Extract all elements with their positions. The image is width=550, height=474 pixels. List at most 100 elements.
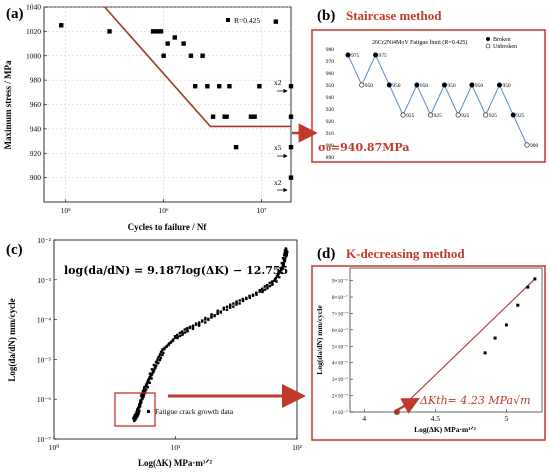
panel-c-data-point xyxy=(266,287,269,290)
panel-b-broken-point xyxy=(496,82,502,88)
panel-c-data-point xyxy=(138,404,141,408)
panel-c-data-point xyxy=(216,312,219,316)
legend-unbroken: Unbroken xyxy=(493,44,517,50)
panel-b-y-tick-label: 980 xyxy=(326,47,335,53)
panel-c-data-point xyxy=(284,255,288,258)
panel-c-data-point xyxy=(285,250,289,253)
panel-c-data-point xyxy=(278,276,281,279)
panel-c-data-point xyxy=(278,271,281,274)
panel-c-data-point xyxy=(150,373,153,377)
panel-c-data-point xyxy=(136,408,139,411)
panel-a-x-tick-label: 10⁶ xyxy=(159,206,170,215)
panel-c-data-point xyxy=(158,358,162,362)
panel-c-data-point xyxy=(154,361,158,364)
panel-c-data-point xyxy=(183,328,186,331)
panel-c-data-point xyxy=(139,400,142,404)
panel-a-data-point xyxy=(288,114,294,119)
panel-c-data-point xyxy=(148,381,151,385)
panel-c-data-point xyxy=(137,411,140,415)
panel-b-unbroken-point xyxy=(400,112,406,118)
panel-a-data-point xyxy=(288,175,294,180)
panel-d-frame xyxy=(311,265,546,441)
panel-c-data-point xyxy=(228,306,232,309)
panel-a-y-tick-label: 940 xyxy=(30,124,42,133)
panel-b-staircase-line xyxy=(347,53,528,146)
panel-a-legend-marker xyxy=(226,18,230,22)
panel-b-unbroken-point xyxy=(483,112,489,118)
panel-c-x-tick-label: 10⁰ xyxy=(49,443,60,452)
panel-c-data-point xyxy=(143,385,146,389)
panel-c-data-point xyxy=(241,299,245,303)
panel-d-threshold: ΔKth= 4.23 MPa√m xyxy=(419,394,531,407)
panel-c-data-point xyxy=(225,305,229,308)
panel-c-data-point xyxy=(132,415,136,418)
panel-b: (b) Staircase method 26Cr2Ni4MoV Fatigue… xyxy=(311,8,546,163)
panel-c-data-point xyxy=(283,249,287,252)
panel-c-data-point xyxy=(194,323,198,326)
panel-b-point-label: 950 xyxy=(392,83,401,89)
panel-d-y-tick-label: 2×10⁻⁷ xyxy=(332,394,348,400)
panel-c-data-point xyxy=(197,324,201,327)
panel-d-y-tick-label: 3×10⁻⁷ xyxy=(332,377,348,383)
panel-a-data-point xyxy=(217,84,222,89)
panel-d-data-point xyxy=(516,303,520,307)
panel-c-data-point xyxy=(285,252,288,256)
panel-a-data-point xyxy=(210,114,216,119)
panel-a-y-tick-label: 900 xyxy=(30,173,42,182)
panel-c-data-point xyxy=(280,261,284,265)
panel-c-data-point xyxy=(191,325,195,328)
panel-c-data-point xyxy=(251,294,255,297)
panel-b-y-tick-label: 960 xyxy=(326,71,335,77)
panel-c-data-point xyxy=(142,392,146,396)
runout-annotation-1: x2 xyxy=(274,78,282,87)
panel-a-data-point xyxy=(233,144,239,150)
panel-d-fit-line xyxy=(396,278,536,413)
panel-c-data-point xyxy=(148,376,151,380)
panel-c-data-point xyxy=(151,371,154,374)
panel-c-data-point xyxy=(140,393,143,396)
panel-d-points xyxy=(393,277,537,415)
panel-c-data-point xyxy=(141,391,144,394)
panel-c-data-point xyxy=(135,410,138,414)
panel-c-data-point xyxy=(144,383,148,386)
panel-a-fit-line xyxy=(104,6,291,128)
panel-b-sigma: σ₀=940.87MPa xyxy=(318,141,410,154)
panel-c-data-point xyxy=(185,327,189,330)
panel-c-data-point xyxy=(143,390,147,393)
panel-c-data-point xyxy=(235,301,238,304)
panel-b-point-label: 900 xyxy=(530,143,539,149)
panel-c-data-point xyxy=(176,333,179,337)
panel-d-y-tick-label: 1×10⁻⁷ xyxy=(332,410,348,416)
panel-a-y-tick-label: 920 xyxy=(30,149,42,158)
panel-a-grid xyxy=(44,6,291,202)
panel-b-y-tick-label: 910 xyxy=(326,131,335,137)
panel-c-y-tick-label: 10⁻⁶ xyxy=(37,395,51,404)
panel-b-broken-point xyxy=(345,52,351,58)
panel-c-data-point xyxy=(150,377,153,380)
panel-c-data-point xyxy=(159,351,163,354)
panel-c-data-point xyxy=(204,318,207,321)
panel-b-y-tick-label: 930 xyxy=(326,107,335,113)
panel-c-data-point xyxy=(213,314,216,318)
panel-c-data-point xyxy=(210,316,213,319)
panel-c-data-point xyxy=(204,316,207,320)
panel-c-data-point xyxy=(132,417,135,420)
panel-c-y-tick-label: 10⁻² xyxy=(37,236,51,245)
panel-a-data-point xyxy=(150,29,156,34)
panel-c-y-tick-label: 10⁻⁷ xyxy=(37,435,51,444)
panel-d-y-ticks: 1×10⁻⁷ 2×10⁻⁷ 3×10⁻⁷ 4×10⁻⁷ 5×10⁻⁷ 6×10⁻⁷ 7×10… xyxy=(332,279,353,416)
panel-c-data-point xyxy=(263,288,267,291)
panel-a-data-point xyxy=(273,19,279,24)
panel-b-points: 975 950 975 950 925 950 925 950 925 950 925 950 925 9… xyxy=(345,52,539,149)
panel-c-y-label: Log(da/dN) mm/cycle xyxy=(7,298,17,381)
panel-d-x-tick-label: 4.5 xyxy=(431,414,441,423)
panel-c-data-point xyxy=(201,320,204,323)
panel-b-title: Staircase method xyxy=(346,8,442,23)
panel-c-data-point xyxy=(282,254,286,257)
panel-c-data-point xyxy=(204,321,207,324)
panel-c-data-point xyxy=(268,281,271,285)
panel-c-data-point xyxy=(150,368,154,371)
panel-c-data-point xyxy=(142,387,146,390)
panel-c-data-point xyxy=(274,277,277,281)
panel-a-data-point xyxy=(288,84,294,89)
